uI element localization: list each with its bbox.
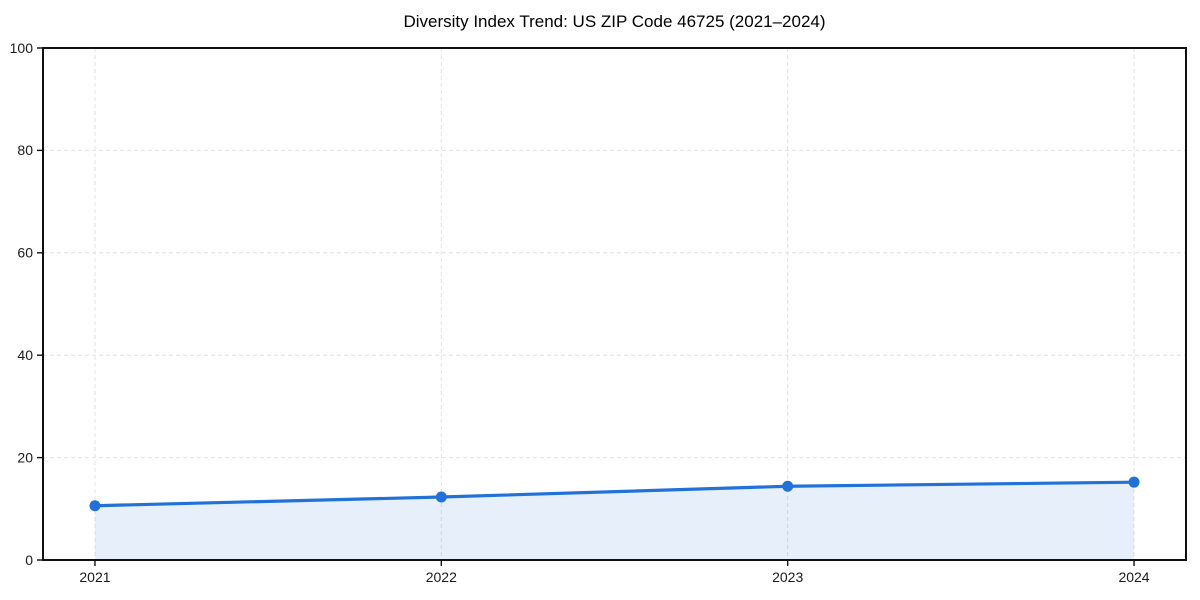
area-fill	[94, 482, 1135, 560]
plot-border	[42, 47, 1187, 561]
data-point-2023	[782, 480, 794, 492]
data-point-2021	[89, 500, 101, 512]
chart-title: Diversity Index Trend: US ZIP Code 46725…	[403, 12, 826, 31]
y-axis-tick-label: 80	[17, 142, 33, 158]
y-axis-tick-label: 40	[17, 347, 33, 363]
x-axis-tick-label: 2021	[79, 569, 110, 585]
y-axis-tick-label: 20	[17, 449, 33, 465]
data-point-2024	[1128, 476, 1140, 488]
y-axis-tick-label: 100	[10, 40, 34, 56]
x-axis-tick-label: 2024	[1118, 569, 1149, 585]
y-axis-tick-label: 60	[17, 245, 33, 261]
x-axis-tick-label: 2022	[426, 569, 457, 585]
y-axis-tick-label: 0	[25, 552, 33, 568]
trend-line	[93, 480, 1136, 508]
data-point-2022	[435, 491, 447, 503]
x-axis-tick-label: 2023	[772, 569, 803, 585]
